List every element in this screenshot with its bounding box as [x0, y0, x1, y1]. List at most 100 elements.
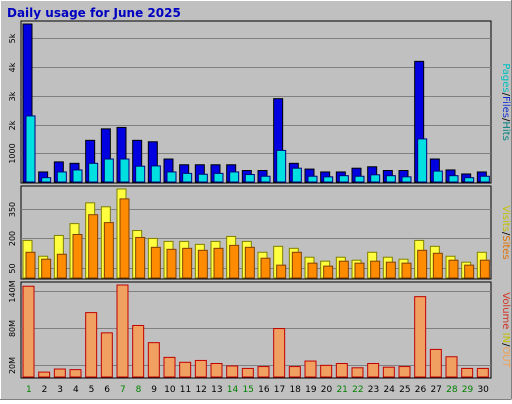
day-label-2: 2: [42, 385, 48, 395]
bar-volume-day-27: [429, 348, 442, 378]
day-label-4: 4: [73, 385, 79, 395]
bar-pages-day-1: [25, 115, 36, 183]
day-label-9: 9: [151, 385, 157, 395]
bar-pages-day-14: [229, 171, 240, 183]
bar-pages-day-25: [401, 176, 412, 183]
bar-sites-day-11: [182, 247, 193, 279]
bar-volume-day-5: [85, 312, 98, 378]
bar-sites-day-15: [244, 246, 255, 279]
legend-part: Visits: [500, 205, 511, 232]
panel-hits-plot-area: [20, 20, 492, 184]
day-label-25: 25: [399, 385, 410, 395]
legend-part: /: [500, 232, 511, 236]
day-label-21: 21: [336, 385, 347, 395]
bar-volume-day-18: [288, 366, 301, 378]
day-label-13: 13: [211, 385, 222, 395]
day-label-12: 12: [195, 385, 206, 395]
legend-part: OUT: [500, 346, 511, 368]
bar-pages-day-12: [197, 173, 208, 183]
bar-sites-day-9: [150, 246, 161, 279]
bar-volume-day-13: [210, 363, 223, 378]
bar-sites-day-19: [307, 262, 318, 279]
y-tick-label: 350: [8, 202, 17, 217]
bar-volume-day-23: [367, 363, 380, 378]
bar-sites-day-26: [417, 249, 428, 279]
bar-volume-day-16: [257, 366, 270, 378]
bar-volume-day-15: [241, 367, 254, 378]
bar-sites-day-17: [276, 264, 287, 279]
day-label-1: 1: [26, 385, 32, 395]
bar-sites-day-24: [385, 261, 396, 279]
day-label-23: 23: [368, 385, 379, 395]
bar-pages-day-16: [260, 175, 271, 183]
bar-volume-day-9: [147, 342, 160, 378]
bar-sites-day-14: [229, 244, 240, 279]
day-label-20: 20: [321, 385, 333, 395]
chart-title: Daily usage for June 2025: [7, 6, 181, 20]
legend-part: Hits: [500, 121, 511, 140]
bar-sites-day-29: [464, 264, 475, 279]
bar-volume-day-6: [100, 332, 113, 378]
bar-volume-day-19: [304, 360, 317, 378]
bar-pages-day-10: [166, 171, 177, 183]
bar-volume-day-10: [163, 356, 176, 378]
bar-pages-day-28: [448, 175, 459, 183]
day-label-3: 3: [57, 385, 63, 395]
bar-pages-day-21: [338, 175, 349, 183]
y-tick-label: 80M: [8, 320, 17, 337]
bar-volume-day-2: [38, 371, 51, 378]
bar-sites-day-5: [88, 214, 99, 279]
bar-pages-day-5: [88, 162, 99, 183]
bar-volume-day-24: [382, 366, 395, 378]
bar-volume-day-30: [476, 367, 489, 378]
bar-sites-day-1: [25, 251, 36, 279]
bar-pages-day-20: [323, 176, 334, 183]
panel-visits: 350 200 50 Visits/Sites: [8, 185, 511, 280]
bar-sites-day-27: [432, 252, 443, 279]
bar-sites-day-12: [197, 249, 208, 279]
legend-part: /: [500, 343, 511, 347]
bar-sites-day-16: [260, 257, 271, 279]
day-label-15: 15: [242, 385, 253, 395]
bar-volume-day-17: [273, 328, 286, 378]
bar-pages-day-26: [417, 138, 428, 183]
legend-part: IN: [500, 333, 511, 343]
bar-pages-day-19: [307, 175, 318, 183]
bar-volume-day-28: [445, 356, 458, 378]
day-label-26: 26: [415, 385, 427, 395]
bar-volume-day-14: [226, 365, 239, 378]
bar-pages-day-11: [182, 172, 193, 183]
bar-sites-day-10: [166, 248, 177, 279]
bar-pages-day-15: [244, 174, 255, 183]
bar-pages-day-4: [72, 169, 83, 183]
legend-part: /: [500, 118, 511, 122]
day-label-7: 7: [120, 385, 126, 395]
day-label-30: 30: [477, 385, 489, 395]
panel-visits-plot-area: [20, 185, 492, 280]
bar-volume-day-21: [335, 363, 348, 378]
legend-part: Pages: [500, 63, 511, 92]
bar-sites-day-28: [448, 259, 459, 279]
bar-sites-day-30: [479, 259, 490, 279]
bar-sites-day-6: [103, 222, 114, 279]
bar-pages-day-6: [103, 158, 114, 183]
legend-part: /: [500, 93, 511, 97]
bar-sites-day-7: [119, 198, 130, 279]
bar-sites-day-4: [72, 233, 83, 279]
bar-pages-day-23: [370, 174, 381, 183]
legend-hits: Pages/Files/Hits: [500, 63, 511, 141]
legend-part: Sites: [500, 235, 511, 259]
bar-sites-day-18: [291, 251, 302, 279]
bar-volume-day-8: [132, 324, 145, 378]
day-label-29: 29: [462, 385, 474, 395]
legend-volume: Volume IN/OUT: [500, 292, 511, 368]
bar-volume-day-11: [179, 361, 192, 378]
legend-part: Files: [500, 96, 511, 118]
bar-sites-day-23: [370, 260, 381, 279]
panel-volume: 140M 80M 20M Volume IN/OUT: [8, 280, 511, 379]
chart-panels: 5k4k3k2k1000Pages/Files/Hits35020050Visi…: [8, 20, 511, 379]
day-label-16: 16: [258, 385, 270, 395]
bar-volume-day-25: [398, 366, 411, 378]
